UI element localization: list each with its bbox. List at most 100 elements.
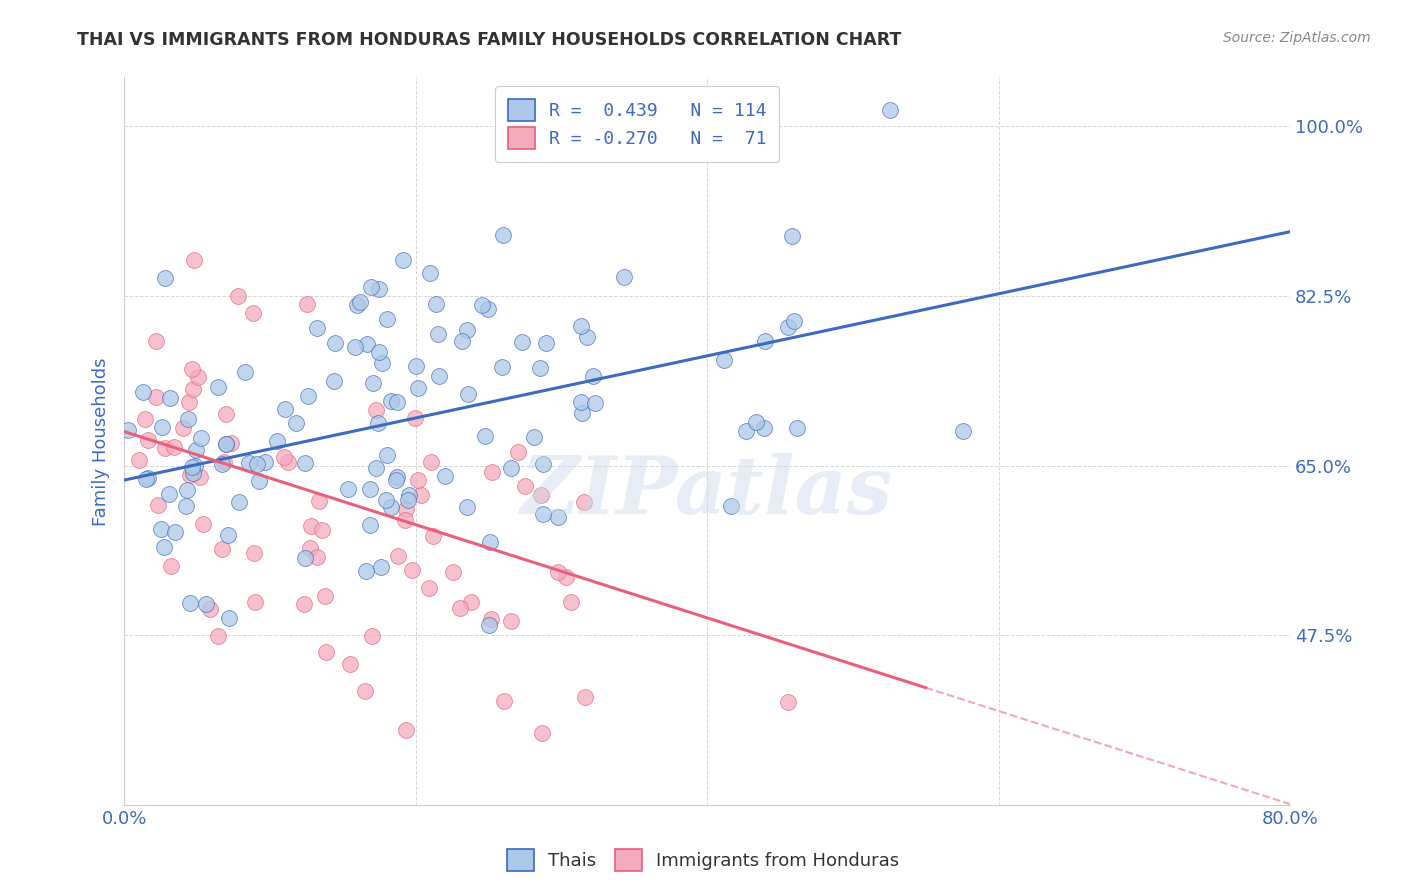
Point <box>531 507 554 521</box>
Point <box>136 434 159 448</box>
Point <box>177 411 200 425</box>
Point <box>427 369 450 384</box>
Point <box>952 424 974 438</box>
Point <box>385 395 408 409</box>
Point <box>776 695 799 709</box>
Point <box>314 589 336 603</box>
Point <box>457 386 479 401</box>
Point <box>582 368 605 383</box>
Point <box>547 510 569 524</box>
Point <box>491 359 513 374</box>
Point <box>160 559 183 574</box>
Point <box>780 228 803 243</box>
Point <box>418 581 440 595</box>
Point <box>294 597 316 611</box>
Point <box>492 694 515 708</box>
Point <box>371 356 394 370</box>
Point <box>754 334 776 348</box>
Point <box>406 381 429 395</box>
Point <box>181 382 204 396</box>
Point <box>297 389 319 403</box>
Point <box>246 458 269 472</box>
Point <box>571 406 593 420</box>
Point <box>510 334 533 349</box>
Point <box>346 298 368 312</box>
Point <box>460 595 482 609</box>
Point <box>145 390 167 404</box>
Point <box>228 495 250 509</box>
Point <box>375 312 398 326</box>
Point <box>529 360 551 375</box>
Point <box>339 657 361 671</box>
Point <box>325 336 347 351</box>
Point <box>238 456 260 470</box>
Point <box>218 611 240 625</box>
Point <box>311 523 333 537</box>
Point <box>191 517 214 532</box>
Point <box>370 560 392 574</box>
Point <box>547 565 569 579</box>
Point <box>136 471 159 485</box>
Point <box>471 298 494 312</box>
Point <box>190 470 212 484</box>
Point <box>315 645 337 659</box>
Point <box>720 500 742 514</box>
Point <box>474 429 496 443</box>
Point <box>380 500 402 515</box>
Point <box>405 359 427 373</box>
Point <box>359 483 381 497</box>
Point <box>396 492 419 507</box>
Point <box>583 396 606 410</box>
Point <box>180 362 202 376</box>
Point <box>560 595 582 609</box>
Point <box>211 541 233 556</box>
Point <box>277 455 299 469</box>
Point <box>499 614 522 628</box>
Point <box>569 318 592 333</box>
Point <box>501 461 523 475</box>
Point <box>153 441 176 455</box>
Point <box>299 519 322 533</box>
Point <box>174 500 197 514</box>
Point <box>150 522 173 536</box>
Point <box>395 723 418 738</box>
Point <box>322 374 344 388</box>
Point <box>146 498 169 512</box>
Point <box>384 473 406 487</box>
Point <box>150 420 173 434</box>
Point <box>152 541 174 555</box>
Point <box>361 629 384 643</box>
Point <box>243 546 266 560</box>
Point <box>135 472 157 486</box>
Text: THAI VS IMMIGRANTS FROM HONDURAS FAMILY HOUSEHOLDS CORRELATION CHART: THAI VS IMMIGRANTS FROM HONDURAS FAMILY … <box>77 31 901 49</box>
Point <box>128 453 150 467</box>
Point <box>215 437 238 451</box>
Point <box>380 394 402 409</box>
Point <box>434 468 457 483</box>
Point <box>214 437 236 451</box>
Point <box>406 473 429 487</box>
Point <box>134 411 156 425</box>
Point <box>176 483 198 497</box>
Point <box>159 392 181 406</box>
Point <box>364 460 387 475</box>
Point <box>735 424 758 438</box>
Point <box>273 401 295 416</box>
Point <box>245 594 267 608</box>
Point <box>778 320 800 334</box>
Point <box>531 726 554 740</box>
Point <box>217 528 239 542</box>
Point <box>409 488 432 502</box>
Y-axis label: Family Households: Family Households <box>93 357 110 525</box>
Point <box>157 487 180 501</box>
Point <box>359 517 381 532</box>
Point <box>398 488 420 502</box>
Point <box>477 301 499 316</box>
Point <box>247 475 270 489</box>
Point <box>183 252 205 267</box>
Point <box>752 421 775 435</box>
Point <box>422 529 444 543</box>
Legend: Thais, Immigrants from Honduras: Thais, Immigrants from Honduras <box>499 842 907 879</box>
Point <box>361 376 384 390</box>
Point <box>405 411 427 425</box>
